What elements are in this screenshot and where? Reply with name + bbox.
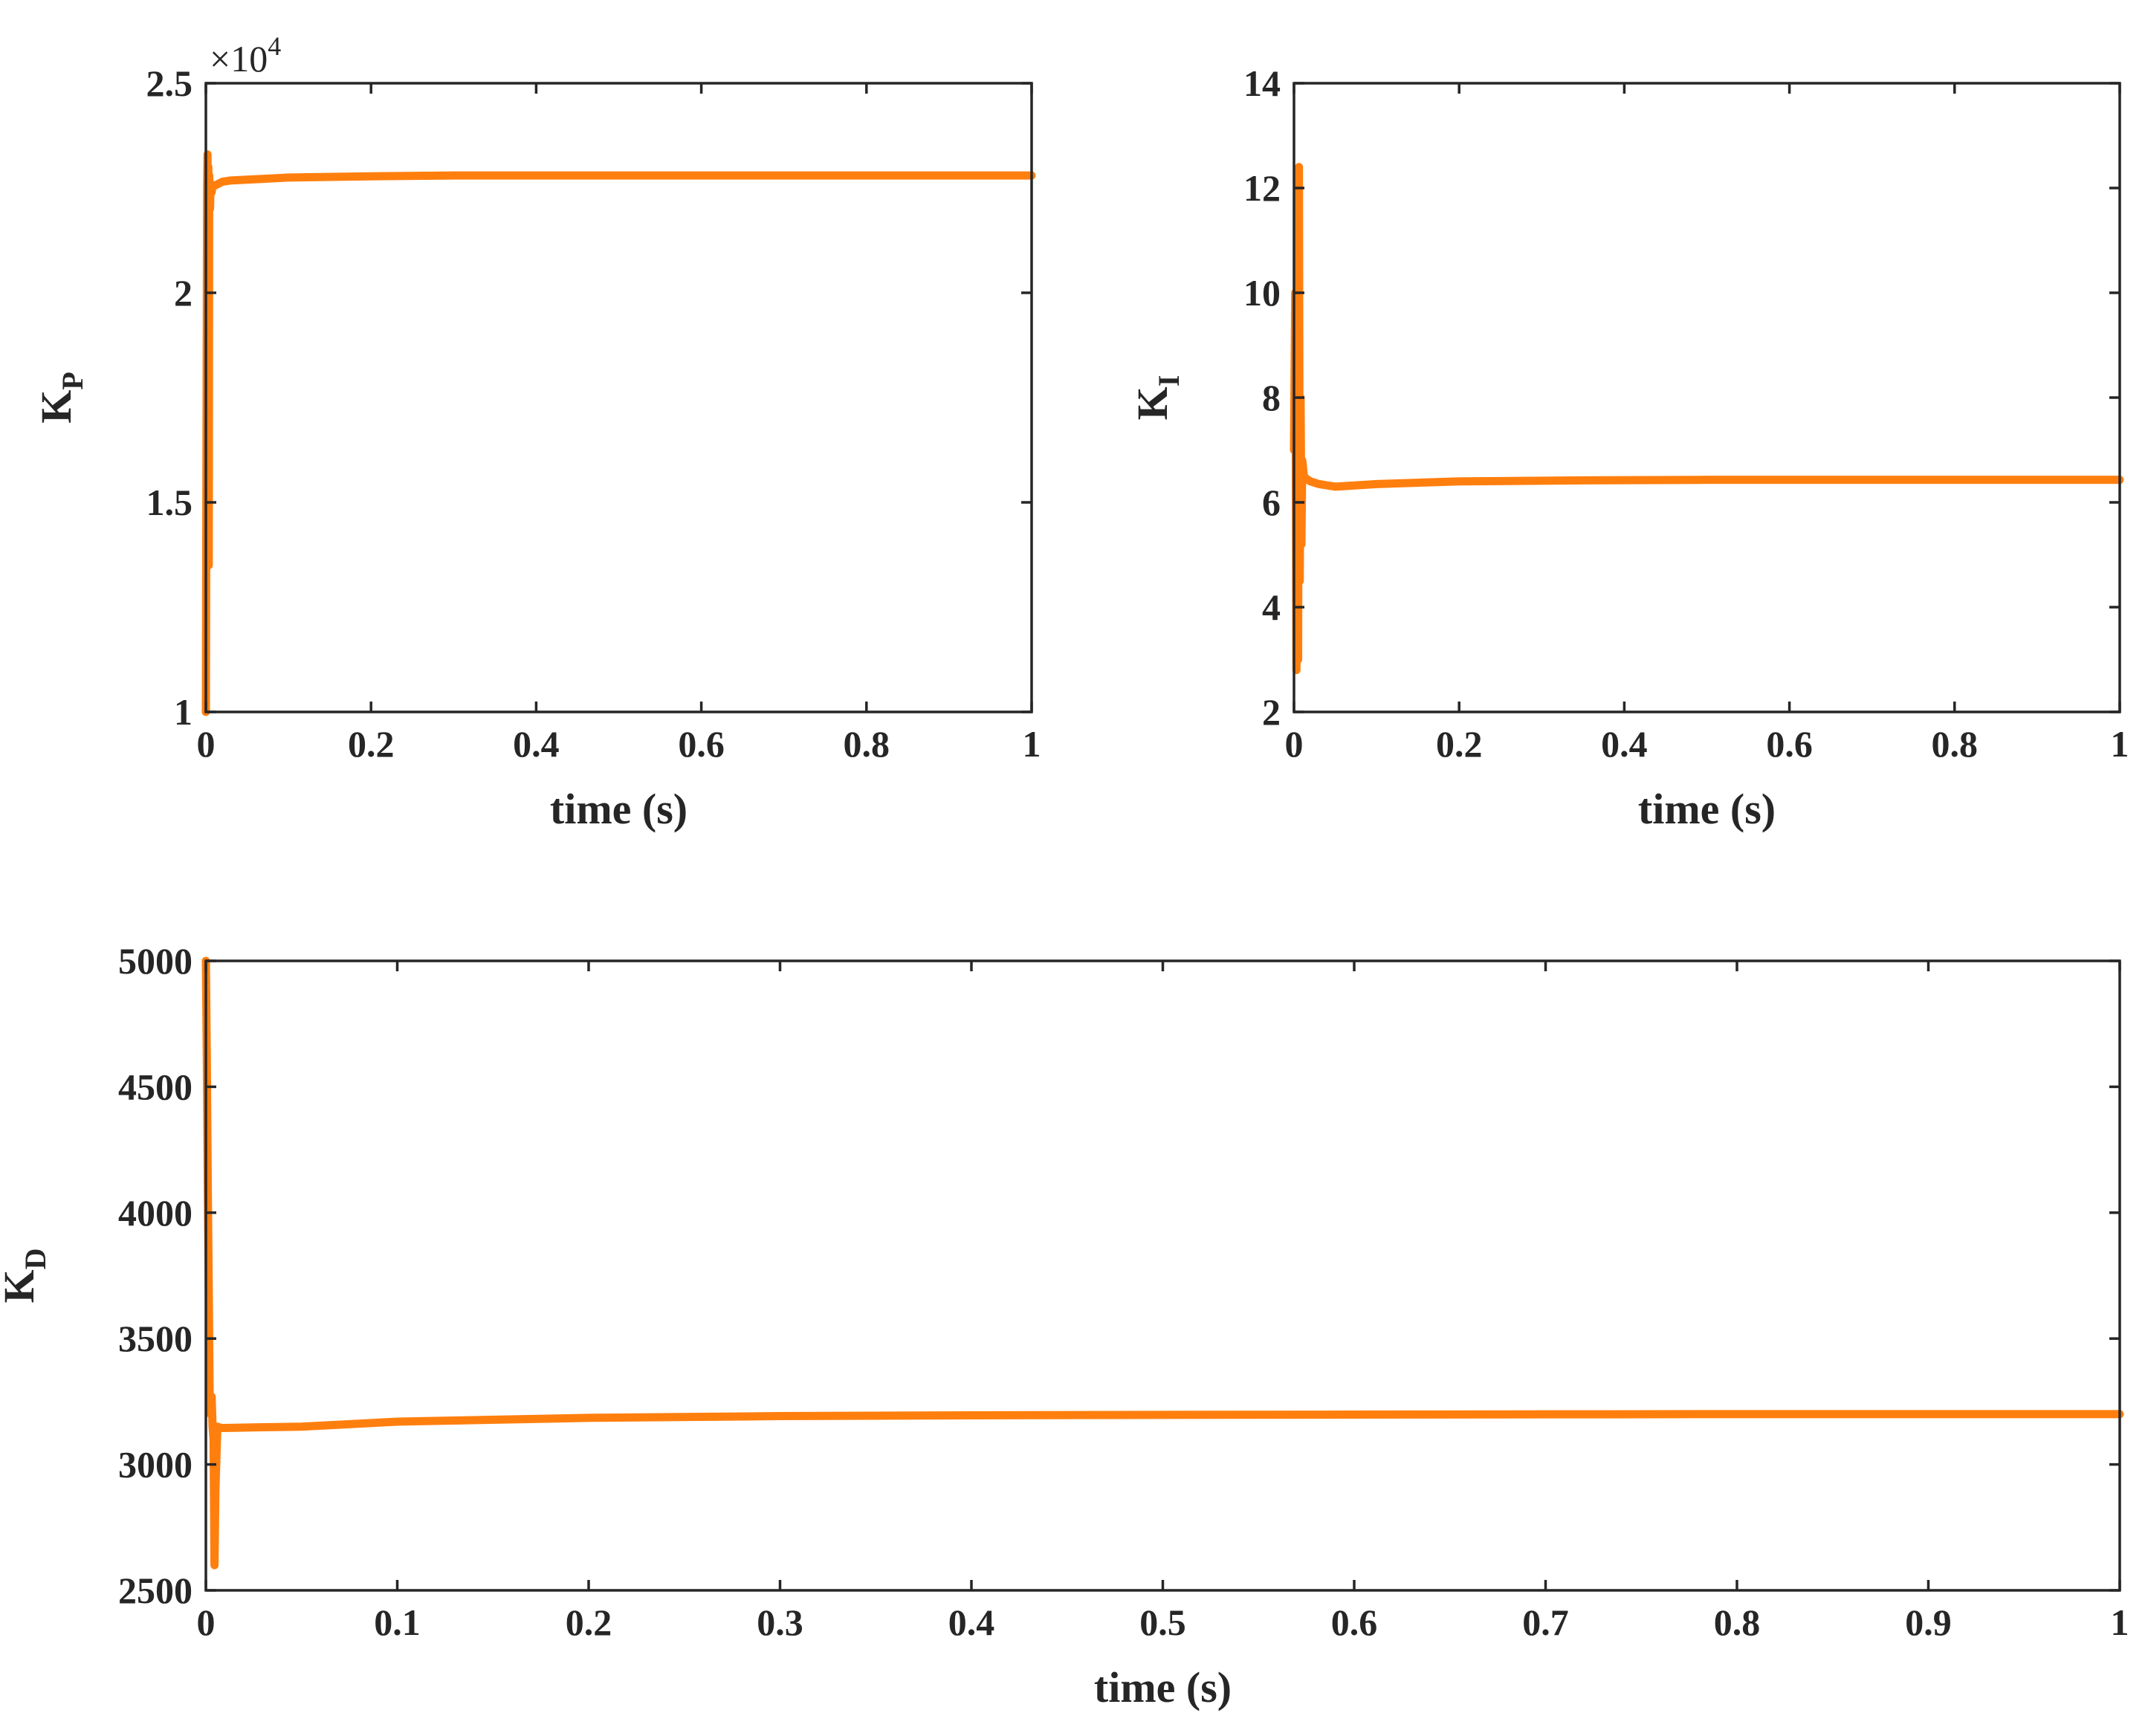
y-exponent-label-kp: ×104 — [210, 31, 281, 80]
x-tick-label-kd: 0.5 — [1139, 1601, 1186, 1643]
x-tick-label-kd: 0.2 — [566, 1601, 612, 1643]
exponent-power: 4 — [268, 31, 281, 61]
y-axis-title-subscript: P — [56, 372, 89, 389]
y-tick-label-ki: 8 — [1262, 377, 1281, 418]
x-tick-label-kp: 1 — [1023, 723, 1041, 765]
x-tick-label-kd: 0 — [197, 1601, 216, 1643]
y-axis-title-main: K — [0, 1269, 43, 1303]
series-line-kp — [201, 150, 1036, 716]
y-tick-label-kp: 2.5 — [146, 62, 193, 104]
x-tick-label-kd: 1 — [2111, 1601, 2129, 1643]
y-tick-label-kd: 3000 — [118, 1444, 192, 1486]
x-tick-label-ki: 0 — [1285, 723, 1304, 765]
x-tick-label-kd: 0.3 — [757, 1601, 803, 1643]
x-tick-label-ki: 0.4 — [1601, 723, 1648, 765]
exponent-base: ×10 — [210, 38, 268, 80]
y-tick-label-kp: 1.5 — [146, 482, 193, 523]
y-tick-label-ki: 6 — [1262, 482, 1281, 523]
y-tick-label-ki: 10 — [1243, 272, 1281, 314]
x-tick-label-kp: 0 — [197, 723, 216, 765]
x-axis-title-kp: time (s) — [550, 785, 688, 833]
y-tick-label-kd: 3500 — [118, 1318, 192, 1359]
x-tick-label-kp: 0.8 — [844, 723, 890, 765]
y-tick-label-kp: 2 — [174, 272, 192, 314]
y-tick-label-kd: 4500 — [118, 1066, 192, 1107]
series-line-ki — [1290, 163, 2124, 675]
series-line-kd — [201, 956, 2124, 1570]
x-tick-label-ki: 0.8 — [1932, 723, 1979, 765]
y-tick-label-ki: 4 — [1262, 586, 1281, 628]
y-axis-title-ki: KI — [1128, 375, 1185, 421]
y-axis-title-main: K — [1128, 386, 1177, 420]
chart-kd: 0 0.1 0.2 0.3 0.4 0.5 0.6 0.7 0.8 0.9 1 2500 3000 350… — [0, 940, 2129, 1711]
y-tick-label-kd: 5000 — [118, 940, 192, 982]
y-tick-label-ki: 12 — [1243, 167, 1281, 209]
axes-frame-kd — [204, 959, 2121, 1592]
y-axis-title-main: K — [32, 390, 80, 424]
x-axis-title-ki: time (s) — [1638, 785, 1776, 833]
x-tick-label-ki: 0.6 — [1766, 723, 1813, 765]
y-tick-label-ki: 14 — [1243, 62, 1281, 104]
x-tick-label-kd: 0.7 — [1522, 1601, 1569, 1643]
y-tick-label-kd: 4000 — [118, 1192, 192, 1234]
y-tick-label-kd: 2500 — [118, 1570, 192, 1611]
y-axis-title-kp: KP — [32, 372, 89, 424]
axes-frame-kp — [204, 82, 1033, 713]
x-tick-label-ki: 1 — [2111, 723, 2129, 765]
x-axis-title-kd: time (s) — [1094, 1663, 1232, 1711]
y-axis-title-subscript: I — [1152, 375, 1185, 387]
y-axis-title-kd: KD — [0, 1248, 52, 1303]
chart-kp: 0 0.2 0.4 0.6 0.8 1 1 1.5 2 2.5 time (s) KP ×104 — [32, 31, 1041, 833]
y-tick-label-ki: 2 — [1262, 691, 1281, 733]
y-axis-title-subscript: D — [19, 1248, 52, 1269]
x-tick-label-kd: 0.1 — [374, 1601, 421, 1643]
x-tick-label-kp: 0.6 — [678, 723, 725, 765]
x-tick-label-ki: 0.2 — [1436, 723, 1483, 765]
x-tick-label-kd: 0.8 — [1714, 1601, 1761, 1643]
x-tick-label-kp: 0.4 — [513, 723, 560, 765]
y-tick-label-kp: 1 — [174, 691, 192, 733]
axes-frame-ki — [1292, 82, 2121, 713]
x-tick-label-kd: 0.4 — [948, 1601, 995, 1643]
x-tick-label-kp: 0.2 — [348, 723, 395, 765]
x-tick-label-kd: 0.6 — [1331, 1601, 1378, 1643]
x-tick-label-kd: 0.9 — [1905, 1601, 1952, 1643]
